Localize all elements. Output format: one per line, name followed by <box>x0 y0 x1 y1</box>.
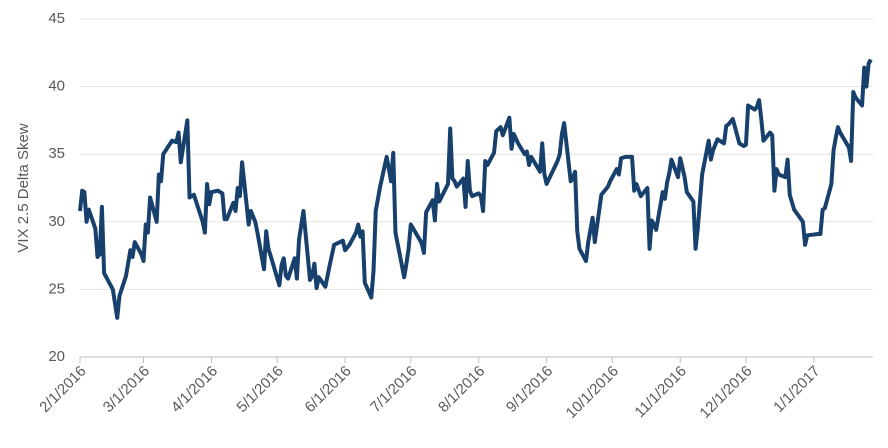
x-tick-label: 8/1/2016 <box>435 363 488 416</box>
x-tick-label: 6/1/2016 <box>301 363 354 416</box>
x-tick-label: 12/1/2016 <box>696 363 755 422</box>
x-tick-label: 7/1/2016 <box>367 363 420 416</box>
x-tick-label: 4/1/2016 <box>168 363 221 416</box>
x-tick-label: 11/1/2016 <box>631 363 689 421</box>
y-tick-label: 40 <box>48 78 65 95</box>
y-tick-label: 30 <box>48 213 65 230</box>
y-tick-label: 25 <box>48 280 65 297</box>
x-tick-label: 2/1/2016 <box>36 363 89 416</box>
x-tick-label: 10/1/2016 <box>563 363 622 422</box>
y-tick-label: 20 <box>48 348 65 365</box>
y-tick-label: 45 <box>48 10 65 27</box>
x-tick-label: 3/1/2016 <box>100 363 153 416</box>
y-axis-label: VIX 2.5 Delta Skew <box>15 123 32 252</box>
y-tick-label: 35 <box>48 145 65 162</box>
x-tick-label: 5/1/2016 <box>233 363 286 416</box>
line <box>78 58 873 320</box>
x-tick-label: 1/1/2017 <box>770 363 823 416</box>
x-tick-label: 9/1/2016 <box>503 363 556 416</box>
